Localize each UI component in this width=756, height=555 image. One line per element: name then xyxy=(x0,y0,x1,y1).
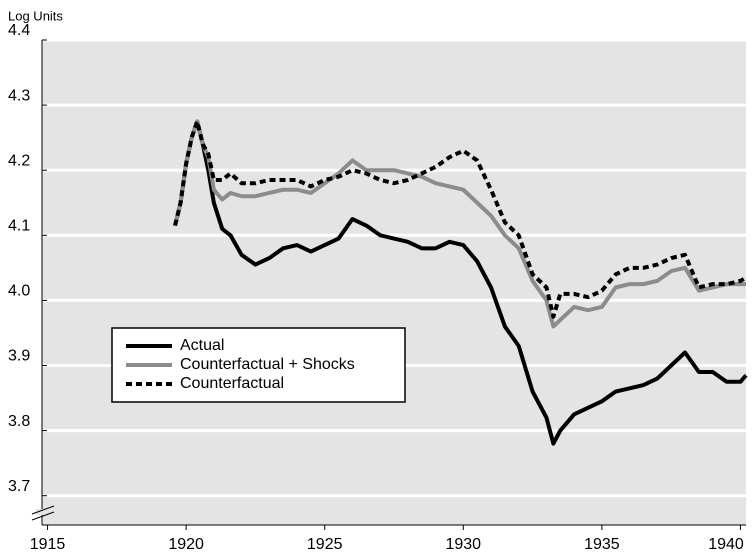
y-tick-label: 3.7 xyxy=(8,478,30,495)
legend-label: Counterfactual + Shocks xyxy=(180,356,355,373)
x-tick-label: 1935 xyxy=(584,536,620,553)
y-tick-label: 4.4 xyxy=(8,22,30,39)
legend: Actual Counterfactual + Shocks Counterfact… xyxy=(111,327,406,403)
x-tick-label: 1940 xyxy=(708,536,744,553)
y-tick-label: 4.3 xyxy=(8,87,30,104)
x-tick-label: 1930 xyxy=(445,536,481,553)
legend-label: Counterfactual xyxy=(180,375,284,392)
y-tick-label: 4.0 xyxy=(8,283,30,300)
series-line xyxy=(173,119,748,446)
axis-break-gap xyxy=(36,509,50,515)
y-axis-label: Log Units xyxy=(8,8,63,23)
y-tick-label: 4.1 xyxy=(8,218,30,235)
series-line xyxy=(173,119,748,319)
x-tick-label: 1920 xyxy=(168,536,204,553)
series-line xyxy=(173,119,746,329)
y-tick-label: 3.8 xyxy=(8,413,30,430)
x-tick-label: 1925 xyxy=(307,536,343,553)
y-tick-label: 4.2 xyxy=(8,152,30,169)
x-tick-label: 1915 xyxy=(30,536,66,553)
axis-break xyxy=(31,505,55,521)
y-tick-label: 3.9 xyxy=(8,348,30,365)
axis-break-mark xyxy=(31,511,55,521)
legend-label: Actual xyxy=(180,337,224,354)
axis-break-mark xyxy=(31,505,55,515)
